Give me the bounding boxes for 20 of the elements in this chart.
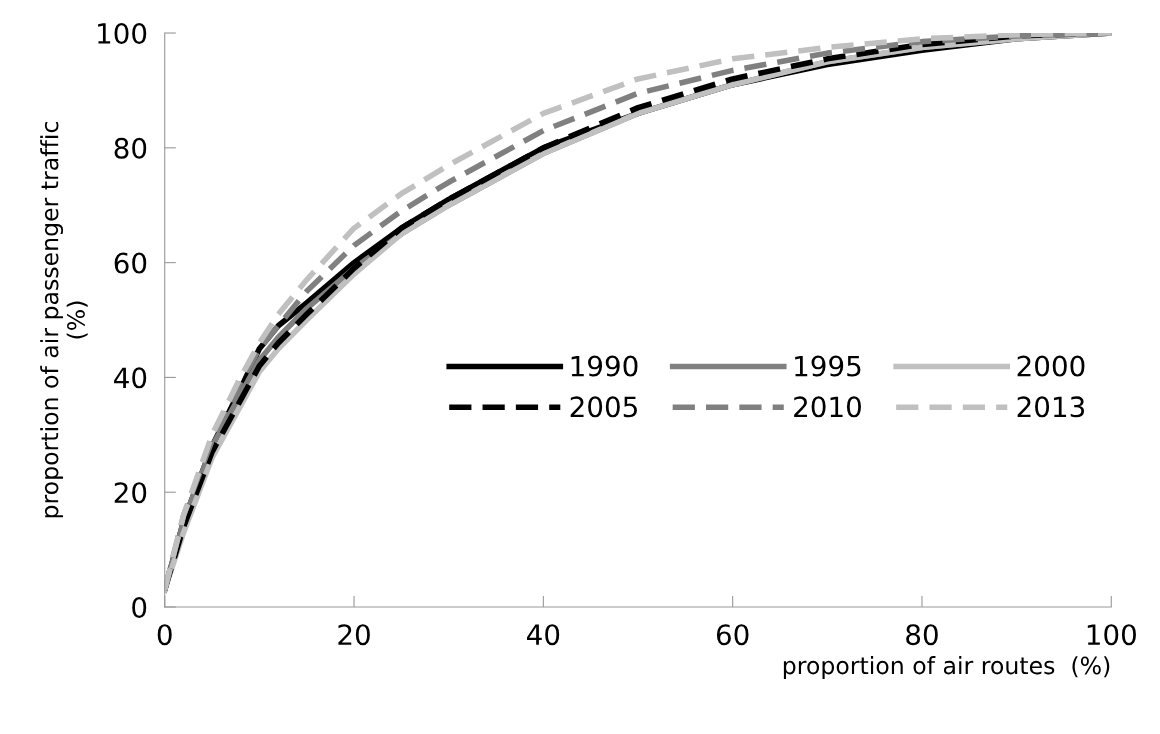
x-tick-label: 20 bbox=[338, 624, 370, 646]
legend-label: 1990 bbox=[571, 355, 638, 377]
legend-label: 2010 bbox=[794, 396, 861, 418]
y-tick-label: 20 bbox=[114, 482, 147, 504]
legend-label: 2000 bbox=[1017, 355, 1085, 377]
x-axis-title: proportion of air routes (%) bbox=[783, 656, 1110, 679]
x-tick-label: 100 bbox=[1087, 624, 1136, 646]
x-tick-label: 80 bbox=[906, 624, 938, 646]
x-tick-label: 0 bbox=[157, 624, 172, 646]
y-tick-label: 60 bbox=[114, 252, 147, 274]
y-tick-label: 100 bbox=[98, 22, 147, 44]
legend-label: 2013 bbox=[1017, 396, 1085, 418]
y-tick-label: 80 bbox=[114, 137, 147, 159]
x-tick-label: 40 bbox=[527, 624, 560, 646]
legend-label: 1995 bbox=[795, 355, 861, 377]
y-tick-label: 0 bbox=[132, 596, 147, 618]
x-tick-label: 60 bbox=[716, 624, 749, 646]
y-axis-title: proportion of air passenger traffic (%) bbox=[40, 122, 88, 518]
legend-label: 2005 bbox=[570, 396, 637, 418]
y-tick-label: 40 bbox=[114, 367, 147, 389]
